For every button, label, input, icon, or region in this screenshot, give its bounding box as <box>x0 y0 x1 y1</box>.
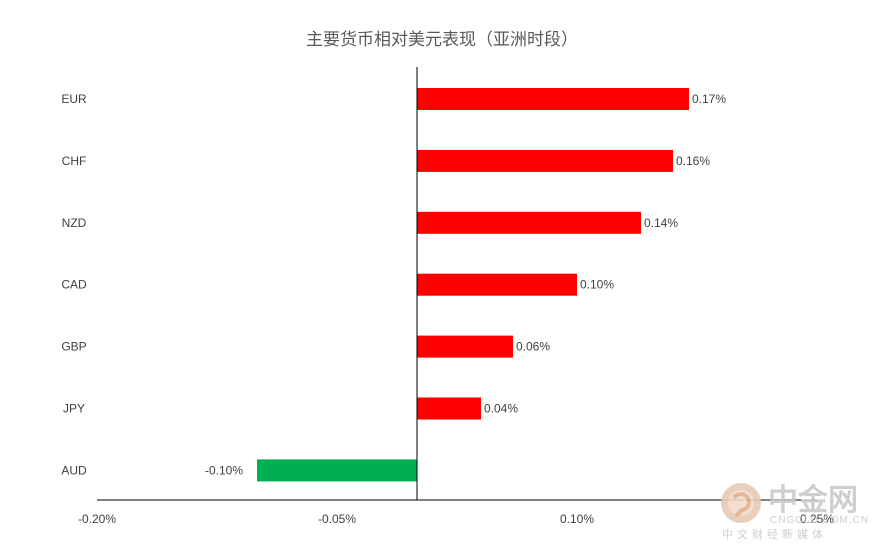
cngold-logo-icon <box>721 483 761 523</box>
x-tick-label: 0.25% <box>800 512 834 526</box>
data-label-jpy: 0.04% <box>484 402 518 416</box>
watermark: 中金网 CNGOLD.COM.CN 中文财经新媒体 <box>721 483 869 541</box>
watermark-tagline: 中文财经新媒体 <box>722 527 827 541</box>
data-label-nzd: 0.14% <box>644 216 678 230</box>
data-label-chf: 0.16% <box>676 154 710 168</box>
bar-jpy <box>417 397 481 420</box>
bar-eur <box>417 88 689 110</box>
data-label-eur: 0.17% <box>692 92 726 106</box>
bar-cad <box>417 273 577 296</box>
bar-chf <box>417 149 673 172</box>
watermark-url: CNGOLD.COM.CN <box>770 515 869 526</box>
x-tick-label: -0.05% <box>318 512 356 526</box>
watermark-name: 中金网 <box>768 483 858 518</box>
category-label-aud: AUD <box>61 463 87 477</box>
category-label-jpy: JPY <box>63 402 85 416</box>
bar-aud <box>257 459 417 482</box>
x-tick-label: 0.10% <box>560 512 594 526</box>
bar-gbp <box>417 335 513 358</box>
bars-layer <box>257 88 689 482</box>
category-label-gbp: GBP <box>61 340 86 354</box>
data-label-gbp: 0.06% <box>516 340 550 354</box>
category-label-cad: CAD <box>61 278 87 292</box>
category-label-chf: CHF <box>62 154 87 168</box>
labels-layer: EUR 0.17% CHF 0.16% NZD 0.14% CAD 0.10% GBP 0.06%… <box>61 92 726 477</box>
chart-title: 主要货币相对美元表现（亚洲时段） <box>306 30 578 50</box>
bar-nzd <box>417 211 641 234</box>
data-label-aud: -0.10% <box>205 463 243 477</box>
axes-layer: -0.20% -0.05% 0.10% 0.25% <box>78 67 834 526</box>
category-label-eur: EUR <box>61 92 87 106</box>
category-label-nzd: NZD <box>62 216 87 230</box>
data-label-cad: 0.10% <box>580 278 614 292</box>
x-tick-label: -0.20% <box>78 512 116 526</box>
